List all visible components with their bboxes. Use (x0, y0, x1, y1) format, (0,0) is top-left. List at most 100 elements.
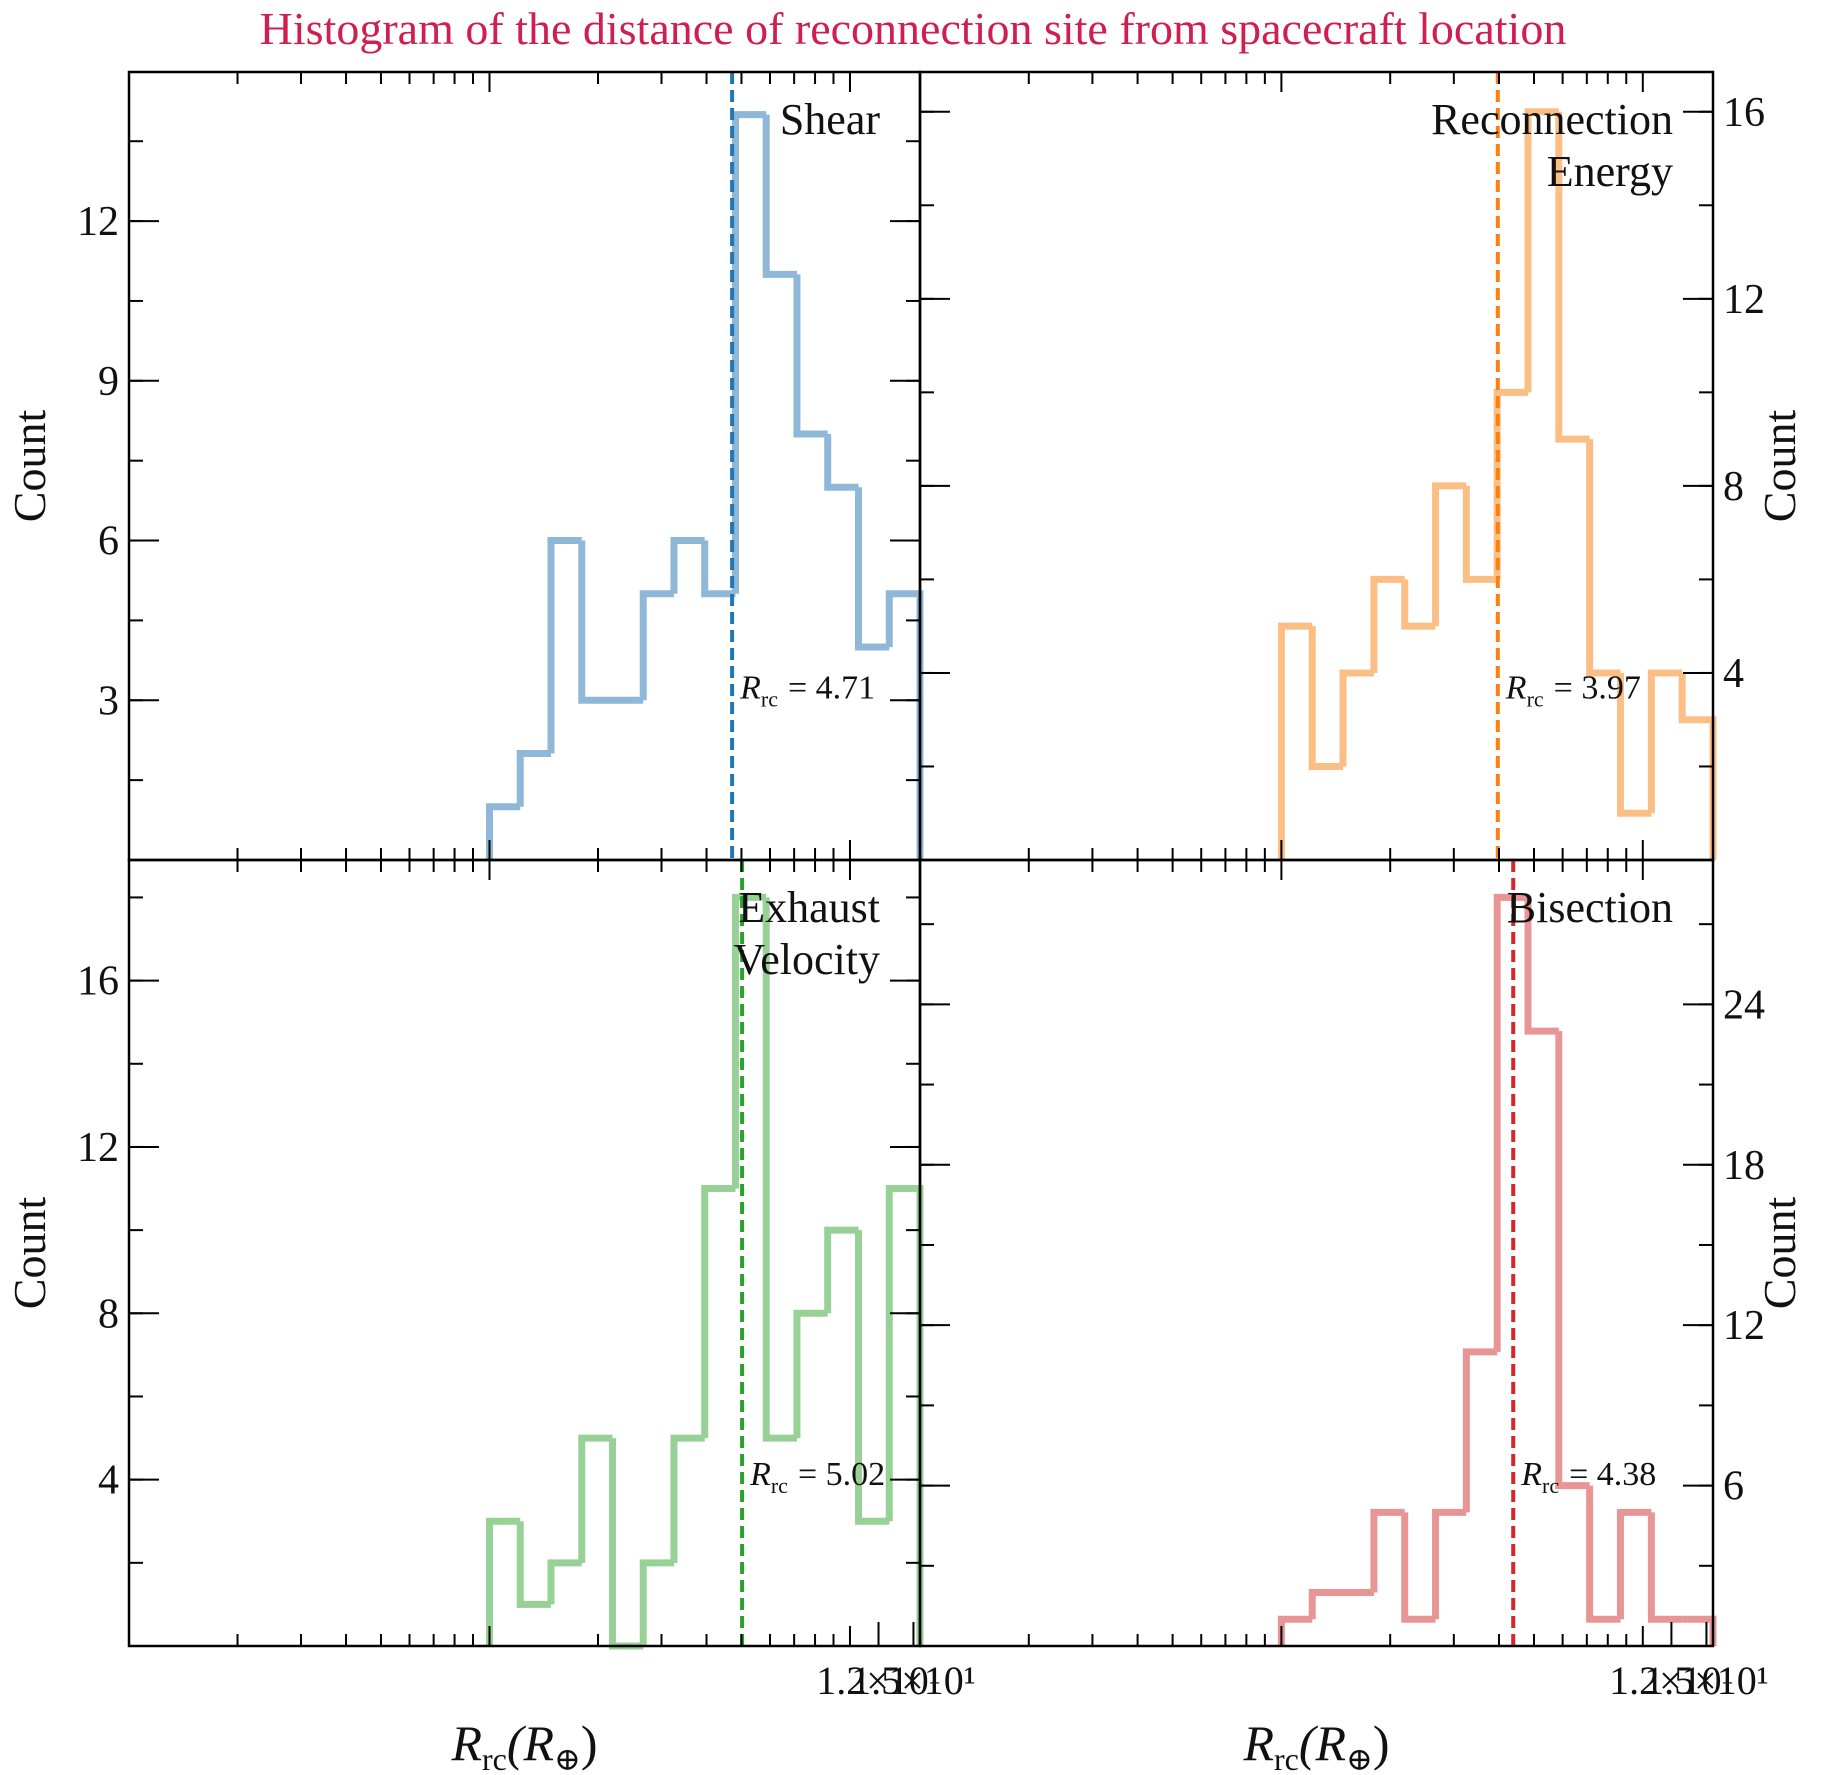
histogram-bar (485, 803, 521, 860)
y-tick-label: 16 (1723, 90, 1765, 136)
histogram-bar (1401, 579, 1436, 630)
y-tick-label: 12 (1723, 1303, 1765, 1349)
histogram-bar (578, 540, 613, 704)
histogram-bar (1462, 485, 1498, 583)
histogram-bar (1493, 388, 1528, 580)
y-tick-label: 6 (98, 519, 119, 565)
median-symbol: R (739, 669, 761, 706)
axes-frame (127, 70, 922, 862)
median-subscript: rc (1542, 1473, 1559, 1498)
median-label: Rrc = 4.38 (1520, 1456, 1656, 1498)
y-tick-label: 6 (1723, 1464, 1744, 1510)
histogram-bar (1616, 1508, 1652, 1620)
panel-name: Shear (780, 95, 881, 144)
histogram-bar (1308, 626, 1344, 770)
x-tick-label: 1.5×10¹ (851, 1658, 976, 1703)
histogram-bar (1586, 439, 1621, 677)
histogram-bar (639, 590, 674, 701)
histogram-bar (547, 537, 582, 754)
y-tick-label: 18 (1723, 1143, 1765, 1189)
histogram-bar (516, 1521, 551, 1608)
x-label-sub: rc (1274, 1741, 1299, 1775)
y-axis-label: Count (1754, 410, 1805, 523)
panel-name: Reconnection (1431, 95, 1673, 144)
histogram-bar (855, 487, 890, 651)
histogram-bar (1277, 622, 1313, 860)
x-label-symbol: R (1242, 1715, 1274, 1771)
histogram-bar (701, 1185, 736, 1439)
histogram-bar (1432, 1508, 1467, 1620)
histogram-bar (1432, 482, 1467, 627)
histogram-bar (1524, 897, 1559, 1035)
histogram-bar (1616, 672, 1652, 817)
x-label-sub: rc (482, 1741, 507, 1775)
x-label-close: ) (1373, 1715, 1390, 1771)
histogram-bar (824, 434, 859, 491)
y-tick-label: 3 (98, 678, 119, 724)
median-subscript: rc (1527, 686, 1544, 711)
histogram-bar (547, 1559, 582, 1605)
y-tick-label: 9 (98, 359, 119, 405)
histogram-bar (731, 893, 767, 1189)
histogram-bar (670, 537, 705, 594)
x-label-paren: (R (1299, 1715, 1346, 1771)
median-label: Rrc = 3.97 (1505, 669, 1641, 711)
y-tick-label: 8 (98, 1291, 119, 1337)
median-text: = 4.71 (788, 669, 875, 706)
histogram-bar (485, 1517, 521, 1646)
histogram-bar (1524, 108, 1559, 393)
median-text: = 4.38 (1569, 1456, 1656, 1493)
y-tick-label: 12 (77, 1125, 119, 1171)
y-tick-label: 12 (1723, 277, 1765, 323)
histogram-bar (516, 750, 551, 807)
histogram-bar (1370, 575, 1405, 673)
y-tick-label: 4 (1723, 651, 1744, 697)
histogram-bar (1647, 669, 1683, 814)
y-tick-label: 16 (77, 959, 119, 1005)
median-label: Rrc = 4.71 (739, 669, 875, 711)
histogram-bar (824, 1226, 859, 1314)
axes-frame (918, 858, 1715, 1648)
panel-name: Exhaust (738, 883, 880, 932)
x-tick-label: 1.2×10¹ (816, 1658, 941, 1703)
histogram-bar (885, 1185, 924, 1646)
median-subscript: rc (761, 686, 778, 711)
histogram-bar (1401, 1512, 1436, 1623)
panel: Rrc = 4.71 Shear 3 6 9 12 Count (4, 70, 924, 862)
x-label-sub2: ⊕ (1346, 1741, 1373, 1775)
histogram-bar (793, 274, 828, 438)
histogram-bar (1586, 1485, 1621, 1623)
histogram-bar (855, 1230, 890, 1525)
y-tick-label: 12 (77, 199, 119, 245)
median-subscript: rc (771, 1473, 788, 1498)
median-symbol: R (1505, 669, 1527, 706)
figure-title: Histogram of the distance of reconnectio… (260, 3, 1567, 54)
panel-name: Velocity (733, 935, 880, 984)
histogram-bar (762, 897, 797, 1442)
panel-name: Energy (1547, 147, 1673, 196)
histogram-bar (762, 114, 797, 278)
x-tick-label: 1.2×10¹ (1609, 1658, 1734, 1703)
y-axis-label: Count (4, 1197, 55, 1310)
histogram-bar (1370, 1508, 1405, 1593)
histogram-bar (1462, 1348, 1498, 1513)
histogram-bar (1647, 1512, 1683, 1623)
histogram-bar (1308, 1589, 1344, 1620)
x-label-sub2: ⊕ (554, 1741, 581, 1775)
y-tick-label: 4 (98, 1458, 119, 1504)
y-tick-label: 24 (1723, 982, 1765, 1028)
histogram-bar (1555, 111, 1590, 443)
x-axis-label: Rrc(R⊕) (1242, 1715, 1389, 1775)
median-text: = 3.97 (1554, 669, 1641, 706)
histogram-bar (1277, 1615, 1313, 1646)
y-tick-label: 8 (1723, 464, 1744, 510)
median-symbol: R (1520, 1456, 1542, 1493)
median-symbol: R (749, 1456, 771, 1493)
histogram-bar (701, 540, 736, 598)
histogram-bar (670, 1434, 705, 1563)
y-axis-label: Count (4, 410, 55, 523)
histogram-bar (1493, 893, 1528, 1352)
x-axis-label: Rrc(R⊕) (450, 1715, 597, 1775)
histogram-bar (885, 590, 924, 860)
